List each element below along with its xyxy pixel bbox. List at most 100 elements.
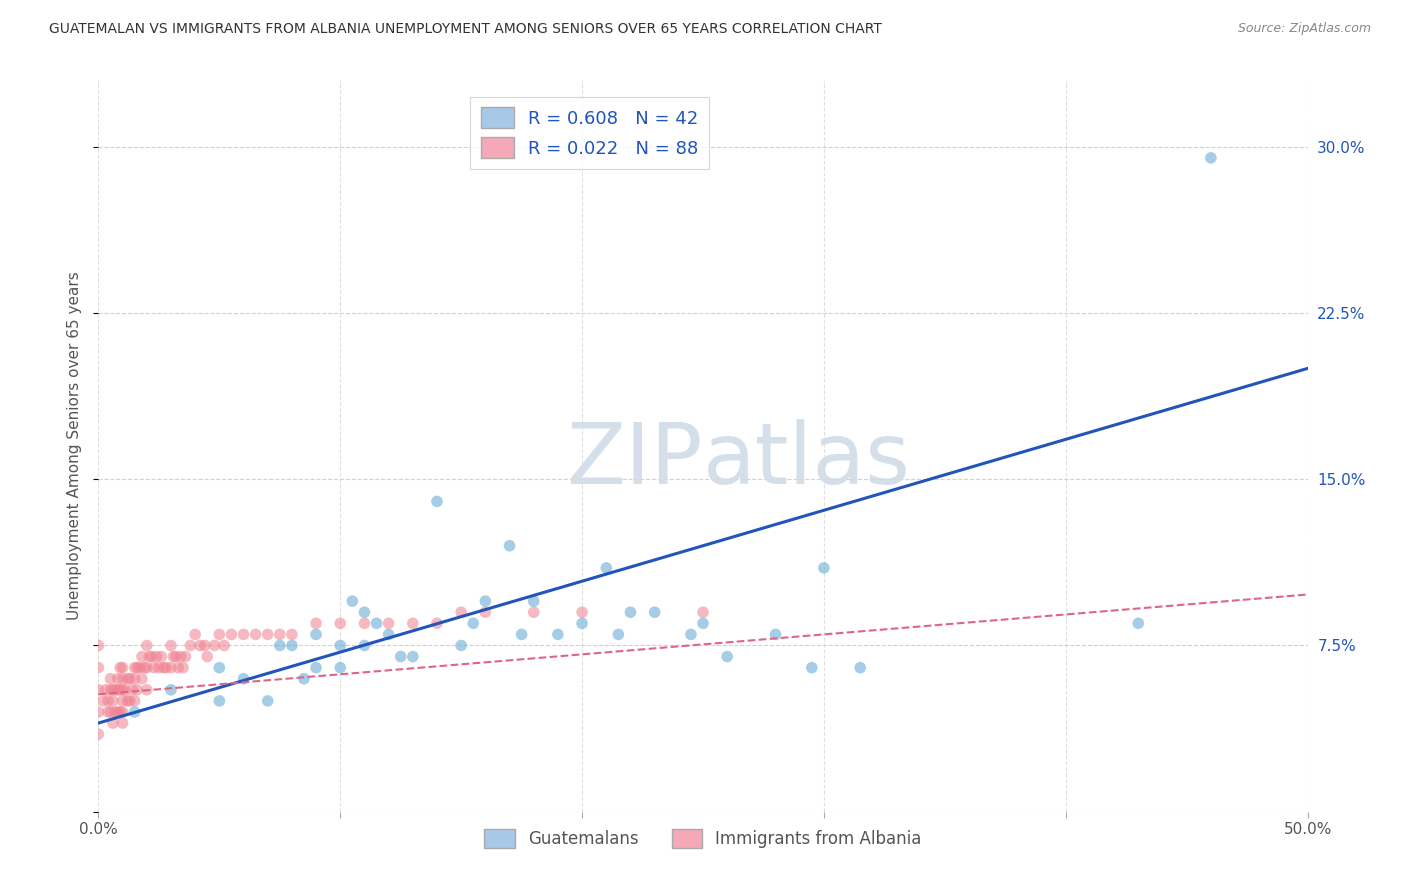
Point — [389, 649, 412, 664]
Point — [619, 605, 641, 619]
Point — [208, 694, 231, 708]
Point — [165, 649, 187, 664]
Point — [111, 705, 134, 719]
Point — [232, 627, 254, 641]
Point — [107, 672, 129, 686]
Point — [135, 660, 157, 674]
Point — [595, 561, 617, 575]
Point — [644, 605, 666, 619]
Point — [813, 561, 835, 575]
Point — [523, 594, 546, 608]
Point — [800, 660, 823, 674]
Point — [498, 539, 520, 553]
Point — [104, 682, 127, 697]
Point — [377, 627, 399, 641]
Point — [94, 682, 117, 697]
Point — [474, 605, 496, 619]
Point — [143, 660, 166, 674]
Point — [329, 639, 352, 653]
Point — [160, 660, 183, 674]
Text: GUATEMALAN VS IMMIGRANTS FROM ALBANIA UNEMPLOYMENT AMONG SENIORS OVER 65 YEARS C: GUATEMALAN VS IMMIGRANTS FROM ALBANIA UN… — [49, 22, 882, 37]
Point — [97, 705, 120, 719]
Text: ZIP: ZIP — [567, 419, 703, 502]
Point — [281, 639, 304, 653]
Legend: Guatemalans, Immigrants from Albania: Guatemalans, Immigrants from Albania — [478, 822, 928, 855]
Point — [402, 616, 425, 631]
Point — [117, 672, 139, 686]
Point — [107, 705, 129, 719]
Point — [571, 605, 593, 619]
Point — [101, 694, 124, 708]
Point — [87, 660, 110, 674]
Point — [547, 627, 569, 641]
Point — [607, 627, 630, 641]
Point — [111, 660, 134, 674]
Point — [510, 627, 533, 641]
Point — [1128, 616, 1150, 631]
Point — [155, 660, 177, 674]
Point — [353, 616, 375, 631]
Point — [305, 627, 328, 641]
Point — [204, 639, 226, 653]
Text: Source: ZipAtlas.com: Source: ZipAtlas.com — [1237, 22, 1371, 36]
Point — [353, 639, 375, 653]
Point — [221, 627, 243, 641]
Point — [679, 627, 702, 641]
Point — [152, 660, 174, 674]
Point — [108, 682, 131, 697]
Point — [169, 649, 191, 664]
Point — [402, 649, 425, 664]
Point — [160, 682, 183, 697]
Point — [188, 639, 211, 653]
Text: atlas: atlas — [703, 419, 911, 502]
Point — [849, 660, 872, 674]
Point — [111, 694, 134, 708]
Point — [111, 716, 134, 731]
Point — [124, 660, 146, 674]
Point — [329, 660, 352, 674]
Point — [172, 660, 194, 674]
Point — [124, 672, 146, 686]
Y-axis label: Unemployment Among Seniors over 65 years: Unemployment Among Seniors over 65 years — [67, 272, 83, 620]
Point — [305, 616, 328, 631]
Point — [174, 649, 197, 664]
Point — [450, 639, 472, 653]
Point — [87, 639, 110, 653]
Point — [124, 694, 146, 708]
Point — [111, 682, 134, 697]
Point — [523, 605, 546, 619]
Point — [329, 616, 352, 631]
Point — [91, 694, 114, 708]
Point — [179, 639, 201, 653]
Point — [117, 694, 139, 708]
Point — [131, 672, 153, 686]
Point — [184, 627, 207, 641]
Point — [353, 605, 375, 619]
Point — [212, 639, 235, 653]
Point — [167, 660, 190, 674]
Point — [245, 627, 267, 641]
Point — [194, 639, 217, 653]
Point — [571, 616, 593, 631]
Point — [426, 616, 449, 631]
Point — [121, 682, 143, 697]
Point — [208, 660, 231, 674]
Point — [141, 649, 163, 664]
Point — [450, 605, 472, 619]
Point — [692, 605, 714, 619]
Point — [138, 649, 160, 664]
Point — [145, 649, 167, 664]
Point — [131, 649, 153, 664]
Point — [118, 694, 141, 708]
Point — [208, 627, 231, 641]
Point — [232, 672, 254, 686]
Point — [134, 660, 156, 674]
Point — [162, 649, 184, 664]
Point — [366, 616, 388, 631]
Point — [87, 727, 110, 741]
Point — [124, 705, 146, 719]
Point — [195, 649, 218, 664]
Point — [716, 649, 738, 664]
Point — [101, 716, 124, 731]
Point — [135, 682, 157, 697]
